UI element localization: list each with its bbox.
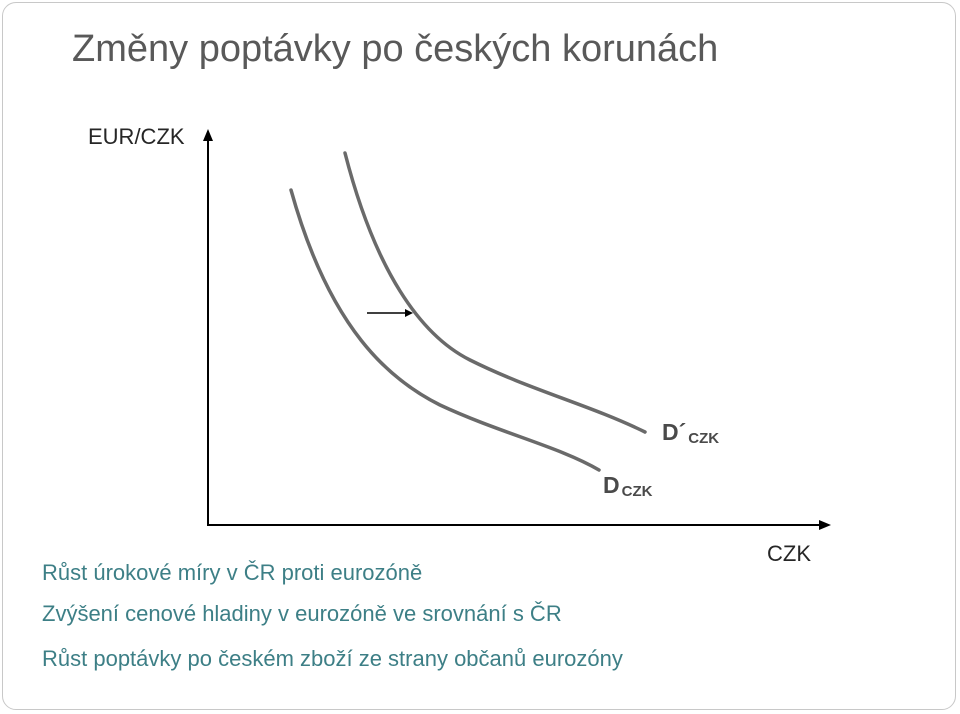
y-axis-arrowhead bbox=[203, 129, 213, 141]
curve-label-shifted-sub: CZK bbox=[688, 430, 720, 447]
x-axis-arrowhead bbox=[819, 520, 831, 530]
curve-label-shifted: D´ CZK bbox=[662, 419, 720, 447]
curve-label-shifted-main: D´ bbox=[662, 419, 687, 445]
curve-label-original-sub: CZK bbox=[621, 483, 653, 500]
bullet-item: Růst poptávky po českém zboží ze strany … bbox=[42, 646, 623, 671]
shift-arrow-head bbox=[405, 309, 413, 317]
curve-label-original-main: D bbox=[603, 472, 620, 498]
demand-curve-original bbox=[289, 188, 601, 472]
curve-label-original: D CZK bbox=[603, 472, 653, 500]
demand-curve-shifted bbox=[343, 151, 647, 434]
y-axis-label: EUR/CZK bbox=[88, 124, 185, 149]
page-title: Změny poptávky po českých korunách bbox=[72, 28, 719, 70]
bullet-item: Růst úrokové míry v ČR proti eurozóně bbox=[42, 560, 423, 585]
bullet-item: Zvýšení cenové hladiny v eurozóně ve sro… bbox=[42, 601, 562, 626]
x-axis-label: CZK bbox=[767, 541, 811, 566]
